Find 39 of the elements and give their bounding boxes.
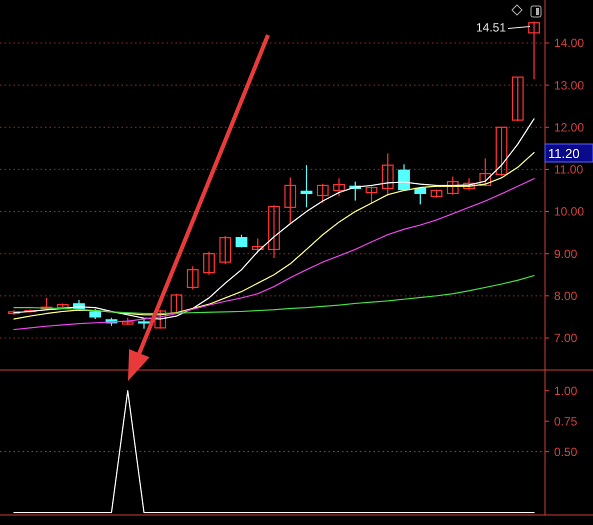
candlestick — [284, 176, 296, 224]
candlestick — [479, 158, 492, 187]
candlestick — [40, 297, 52, 310]
candlestick — [203, 250, 215, 276]
candlestick — [446, 176, 459, 196]
candlestick — [138, 318, 150, 330]
candlestick — [236, 234, 248, 248]
y-tick-label: 7.00 — [554, 331, 578, 346]
y-tick-label: 14.00 — [554, 36, 584, 50]
y-tick-label: 0.50 — [554, 444, 578, 459]
line-series — [13, 178, 535, 330]
y-tick-label: 8.00 — [554, 289, 578, 304]
candlestick — [366, 186, 378, 204]
candlestick — [463, 178, 475, 192]
candlestick — [219, 235, 232, 265]
candlestick — [496, 126, 508, 176]
candlestick — [89, 308, 102, 320]
y-tick-label: 9.00 — [554, 246, 578, 261]
candlestick — [382, 152, 394, 196]
annotation: 14.51 — [476, 20, 506, 34]
candlestick — [170, 293, 182, 314]
y-tick-label: 1.00 — [554, 384, 578, 398]
y-tick-label: 0.75 — [554, 414, 578, 428]
candlestick — [268, 204, 280, 259]
candlestick — [252, 238, 264, 252]
candlestick — [186, 266, 199, 290]
y-tick-label: 11.00 — [554, 162, 584, 177]
line-series — [13, 118, 535, 320]
y-tick-label: 12.00 — [554, 120, 584, 134]
candlestick — [512, 76, 524, 122]
y-tick-label: 13.00 — [554, 78, 584, 92]
text: 11.20 — [548, 146, 580, 161]
line-series — [13, 152, 535, 320]
candlestick — [316, 183, 329, 204]
y-tick-label: 10.00 — [554, 204, 584, 219]
candlestick — [333, 178, 345, 197]
candlestick — [300, 164, 312, 208]
candlestick — [528, 20, 540, 80]
candlestick — [414, 186, 426, 205]
